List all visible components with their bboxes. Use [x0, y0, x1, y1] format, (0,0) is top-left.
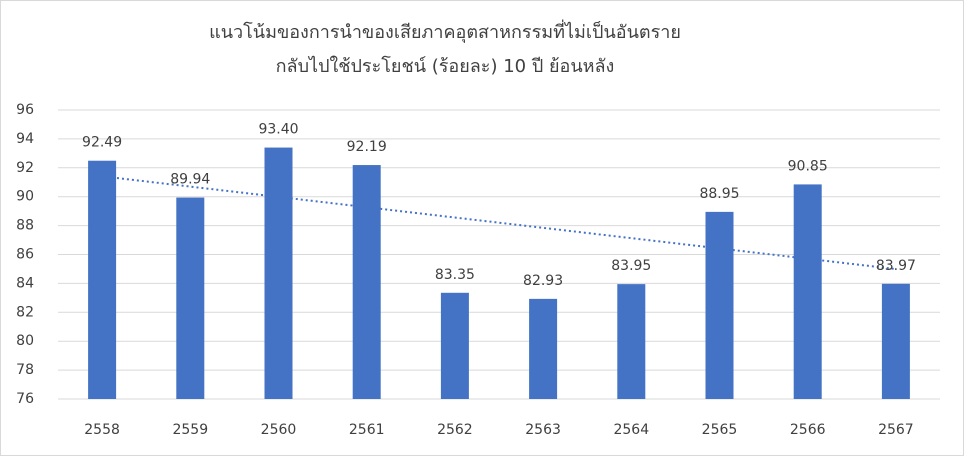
x-tick-label: 2566 — [790, 422, 826, 438]
bar — [793, 184, 822, 399]
bar — [705, 211, 734, 399]
chart-title: แนวโน้มของการนำของเสียภาคอุตสาหกรรมที่ไม… — [209, 19, 681, 43]
y-tick-label: 96 — [16, 102, 34, 118]
chart-title: กลับไปใช้ประโยชน์ (ร้อยละ) 10 ปี ย้อนหลั… — [276, 55, 615, 77]
bar — [617, 284, 646, 399]
bar — [529, 298, 558, 399]
y-tick-label: 84 — [16, 275, 34, 291]
x-tick-label: 2564 — [613, 422, 649, 438]
y-tick-label: 78 — [16, 362, 34, 378]
y-tick-label: 90 — [16, 189, 34, 205]
x-tick-label: 2559 — [172, 422, 208, 438]
bar — [881, 283, 910, 399]
x-tick-label: 2560 — [261, 422, 297, 438]
bar — [264, 147, 293, 399]
value-label: 92.49 — [82, 135, 122, 151]
bar — [440, 292, 469, 399]
x-tick-label: 2567 — [878, 422, 914, 438]
trendline — [101, 175, 897, 271]
value-label: 89.94 — [170, 172, 210, 188]
x-tick-label: 2563 — [525, 422, 561, 438]
x-tick-label: 2562 — [437, 422, 473, 438]
x-tick-label: 2561 — [349, 422, 385, 438]
value-label: 83.95 — [611, 258, 651, 274]
y-tick-label: 80 — [16, 333, 34, 349]
value-label: 88.95 — [699, 186, 739, 202]
x-tick-label: 2565 — [702, 422, 738, 438]
bar — [176, 197, 205, 399]
y-tick-label: 82 — [16, 304, 34, 320]
y-tick-label: 92 — [16, 160, 34, 176]
y-tick-label: 76 — [16, 391, 34, 407]
bar — [88, 160, 117, 399]
value-label: 93.40 — [258, 122, 298, 138]
y-tick-label: 88 — [16, 218, 34, 234]
value-label: 90.85 — [788, 158, 828, 174]
value-label: 83.97 — [876, 258, 916, 274]
x-tick-label: 2558 — [84, 422, 120, 438]
value-label: 82.93 — [523, 273, 563, 289]
y-tick-label: 86 — [16, 247, 34, 263]
bar — [352, 165, 381, 399]
value-label: 92.19 — [347, 139, 387, 155]
value-label: 83.35 — [435, 267, 475, 283]
y-tick-label: 94 — [16, 131, 34, 147]
